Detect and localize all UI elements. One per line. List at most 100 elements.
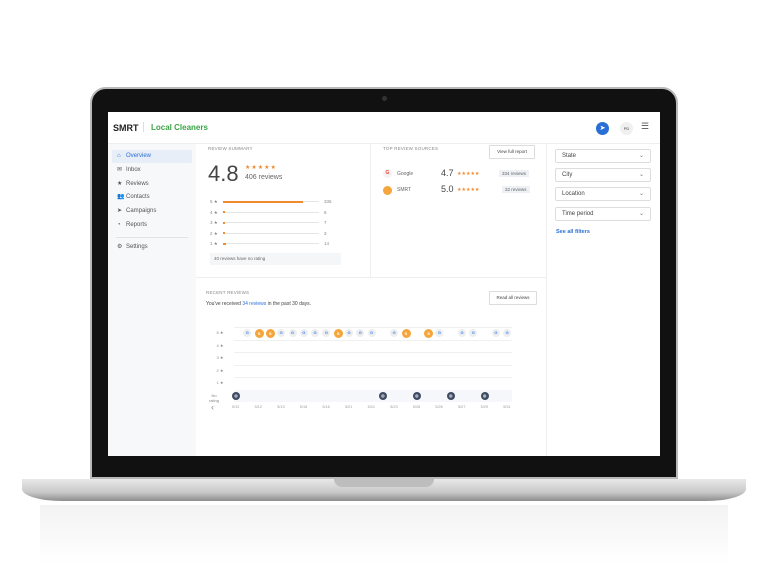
chevron-down-icon: ⌄ — [638, 153, 644, 159]
business-name[interactable]: Local Cleaners — [151, 123, 208, 132]
review-dot[interactable]: ◎ — [480, 391, 489, 400]
menu-icon[interactable]: ☰ — [641, 121, 650, 131]
breakdown-count: 7 — [324, 220, 327, 225]
chevron-left-icon[interactable]: ‹ — [211, 402, 214, 412]
breakdown-label: 4 ★ — [210, 209, 218, 215]
date-label: 5/12 — [254, 404, 262, 409]
chevron-down-icon: ⌄ — [638, 191, 644, 197]
rating-stars: ★★★★★ — [245, 165, 277, 171]
breakdown-label: 5 ★ — [210, 199, 218, 204]
date-label: 5/21 — [345, 404, 353, 409]
row-label: 2 ★ — [216, 367, 224, 373]
see-all-filters-link[interactable]: See all filters — [556, 229, 590, 235]
sidebar-item-reviews[interactable]: ★ Reviews — [112, 178, 192, 191]
sidebar-item-inbox[interactable]: ✉ Inbox — [112, 164, 192, 177]
row-label: 4 ★ — [216, 342, 224, 348]
review-dot[interactable]: G — [458, 329, 466, 337]
date-label: 5/23 — [390, 404, 398, 409]
chevron-down-icon: ⌄ — [638, 211, 644, 217]
average-rating: 4.8 — [208, 161, 239, 186]
review-dot[interactable]: ◎ — [446, 391, 455, 400]
breakdown-count: 3 — [324, 230, 327, 236]
source-rating: 4.7 — [441, 168, 454, 178]
breakdown-bar — [223, 200, 303, 203]
home-icon: ⌂ — [117, 153, 121, 159]
breakdown-track — [223, 232, 319, 234]
location-select[interactable]: Location ⌄ — [555, 187, 651, 201]
review-dot[interactable]: G — [435, 329, 444, 337]
review-dot[interactable]: G — [277, 329, 286, 337]
source-rating: 5.0 — [441, 184, 454, 194]
logo: SMRT — [113, 123, 139, 133]
breakdown-label: 2 ★ — [210, 230, 218, 236]
breakdown-count: 336 — [324, 199, 332, 204]
review-dot[interactable]: ◎ — [412, 391, 421, 400]
row-label: 3 ★ — [216, 355, 224, 360]
source-name: SMRT — [397, 187, 412, 193]
review-dot[interactable]: G — [367, 329, 376, 337]
review-dot[interactable]: G — [288, 329, 297, 337]
review-dot[interactable]: S — [424, 329, 434, 338]
source-count[interactable]: 334 reviews — [499, 170, 530, 177]
sidebar-item-campaigns[interactable]: ➤ Campaigns — [112, 205, 192, 218]
breakdown-label: 3 ★ — [210, 220, 218, 225]
review-dot[interactable]: G — [491, 329, 500, 337]
review-dot[interactable]: G — [299, 329, 308, 337]
sidebar-item-settings[interactable]: ⚙ Settings — [112, 241, 192, 254]
review-dot[interactable]: G — [345, 329, 353, 337]
sidebar: ⌂ Overview ✉ Inbox ★ Reviews 👥 Contacts ➤ Cam… — [108, 144, 196, 456]
source-stars: ★★★★★ — [457, 171, 480, 177]
review-dot[interactable]: G — [503, 329, 512, 337]
card-title: REVIEW SUMMARY — [208, 146, 253, 151]
date-label: 5/26 — [412, 404, 421, 409]
send-icon[interactable]: ➤ — [596, 122, 609, 135]
review-dot[interactable]: S — [254, 329, 264, 338]
card-title: TOP REVIEW SOURCES — [383, 146, 439, 151]
no-rating-note: 40 reviews have no rating — [210, 253, 341, 265]
reviews-link[interactable]: 34 reviews — [242, 301, 267, 307]
date-label: 5/31 — [503, 404, 511, 409]
review-dot[interactable]: S — [333, 329, 343, 338]
review-dot[interactable]: G — [311, 329, 320, 337]
review-dot[interactable]: ◎ — [232, 391, 240, 400]
read-all-reviews-button[interactable]: Read all reviews — [489, 291, 537, 305]
row-label: 1 ★ — [216, 380, 224, 385]
app-screen: SMRT Local Cleaners ➤ PD ☰ ⌂ Overview ✉ In… — [108, 112, 660, 456]
row-gridline — [234, 352, 512, 353]
city-select[interactable]: City ⌄ — [555, 168, 651, 182]
row-gridline — [234, 327, 512, 328]
row-gridline — [234, 364, 512, 366]
sidebar-item-overview[interactable]: ⌂ Overview — [112, 150, 192, 163]
smrt-icon — [383, 186, 392, 195]
review-dot[interactable]: S — [401, 329, 411, 338]
sidebar-item-reports[interactable]: ◔ Reports — [112, 219, 192, 232]
review-dot[interactable]: G — [356, 329, 365, 337]
breakdown-bar — [223, 211, 225, 213]
date-label: 5/16 — [299, 404, 308, 409]
date-label: 5/27 — [458, 404, 466, 409]
review-dot[interactable]: G — [322, 329, 331, 337]
time-period-select[interactable]: Time period ⌄ — [555, 207, 651, 221]
view-full-report-button[interactable]: View full report — [489, 145, 535, 159]
sidebar-item-contacts[interactable]: 👥 Contacts — [112, 191, 192, 204]
avatar[interactable]: PD — [620, 122, 633, 135]
date-label: 5/26 — [435, 404, 443, 409]
breakdown-count: 6 — [324, 209, 327, 215]
no-rating-band — [234, 389, 512, 402]
review-dot[interactable]: S — [265, 329, 275, 338]
date-label: 5/13 — [277, 404, 285, 409]
recent-summary: You've received 34 reviews in the past 3… — [206, 301, 312, 307]
date-label: 5/12 — [232, 404, 240, 409]
review-dot[interactable]: G — [390, 329, 399, 337]
review-dot[interactable]: G — [469, 329, 478, 337]
breakdown-track — [223, 243, 319, 244]
source-count[interactable]: 32 reviews — [502, 186, 530, 193]
row-gridline — [234, 339, 512, 341]
inbox-icon: ✉ — [117, 167, 123, 173]
state-select[interactable]: State ⌄ — [555, 149, 651, 163]
review-dot[interactable]: G — [243, 329, 252, 337]
review-dot[interactable]: ◎ — [378, 391, 387, 400]
breakdown-count: 14 — [324, 241, 330, 246]
laptop-notch — [334, 479, 434, 487]
google-icon: G — [383, 169, 392, 178]
